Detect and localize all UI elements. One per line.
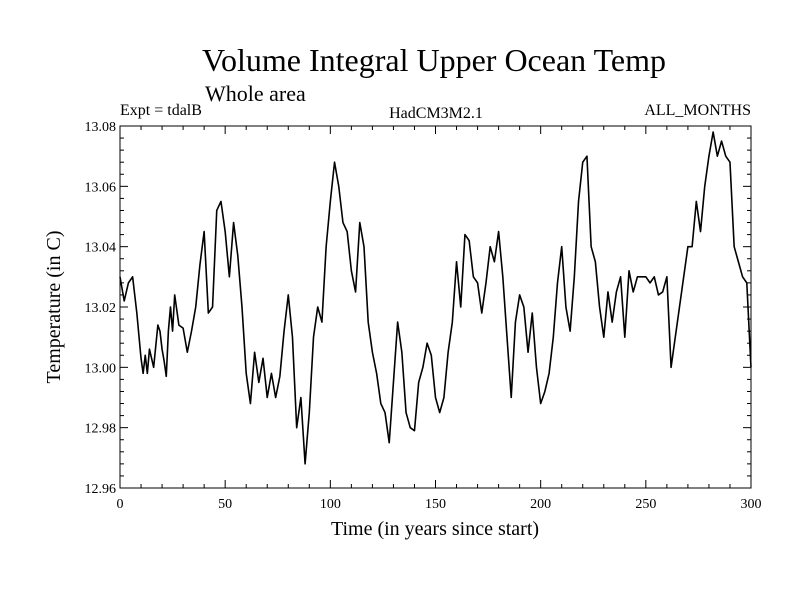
model-label: HadCM3M2.1 <box>389 105 483 122</box>
chart-subtitle: Whole area <box>205 81 306 106</box>
x-tick-label: 300 <box>741 497 762 512</box>
y-tick-label: 13.08 <box>85 120 117 135</box>
expt-label: Expt = tdalB <box>120 102 202 119</box>
y-axis-label: Temperature (in C) <box>43 231 65 384</box>
temperature-series-line <box>119 131 752 465</box>
y-tick-label: 13.00 <box>85 361 117 376</box>
x-axis-tick-labels: 0 50 100 150 200 250 300 <box>117 497 762 512</box>
x-axis-label: Time (in years since start) <box>331 518 539 540</box>
x-tick-label: 0 <box>117 497 124 512</box>
y-tick-label: 13.02 <box>85 301 117 316</box>
chart-title: Volume Integral Upper Ocean Temp <box>202 42 666 78</box>
y-tick-label: 13.04 <box>85 241 117 256</box>
y-tick-label: 12.98 <box>85 422 117 437</box>
y-axis-tick-labels: 12.96 12.98 13.00 13.02 13.04 13.06 13.08 <box>85 120 117 497</box>
x-tick-label: 200 <box>530 497 551 512</box>
x-tick-label: 250 <box>635 497 656 512</box>
y-tick-label: 12.96 <box>85 482 117 497</box>
period-label: ALL_MONTHS <box>644 102 751 119</box>
plot-area-frame <box>119 125 752 489</box>
x-tick-label: 150 <box>425 497 446 512</box>
x-tick-label: 50 <box>218 497 232 512</box>
y-tick-label: 13.06 <box>85 180 117 195</box>
x-tick-label: 100 <box>320 497 341 512</box>
axis-ticks <box>119 125 752 489</box>
